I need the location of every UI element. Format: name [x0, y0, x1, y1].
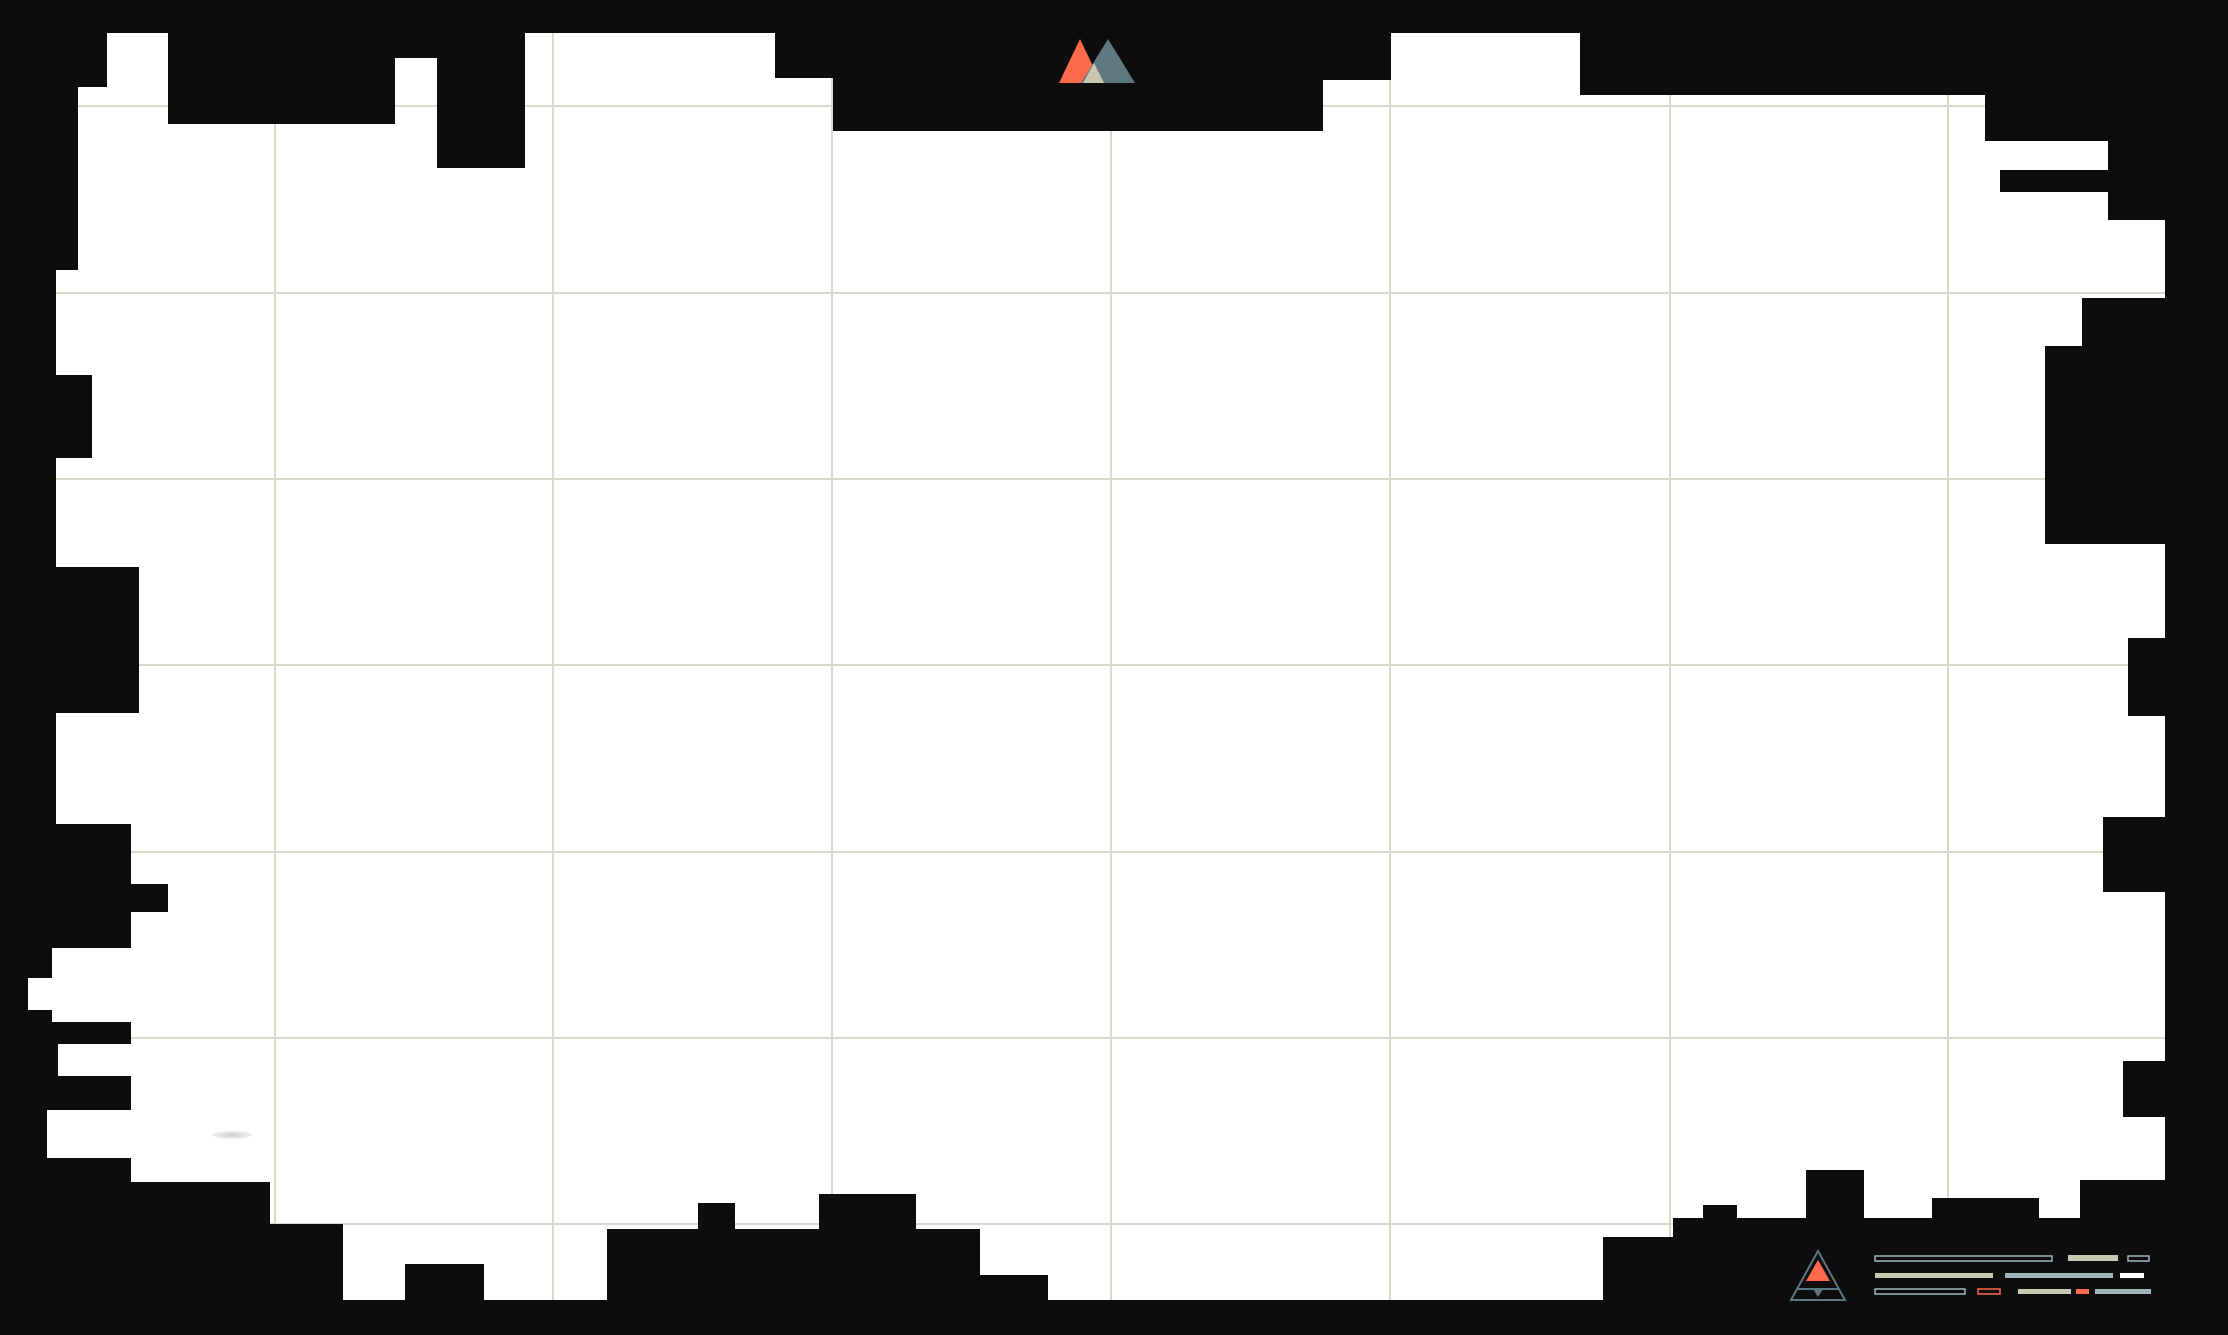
triangle-emblem-icon — [1789, 1248, 1847, 1301]
legend-bars — [1874, 1255, 2151, 1295]
twin-mountain-peaks-icon[interactable] — [1052, 36, 1136, 86]
map-legend — [1789, 1248, 2151, 1301]
map-smudge-mark — [212, 1131, 252, 1139]
